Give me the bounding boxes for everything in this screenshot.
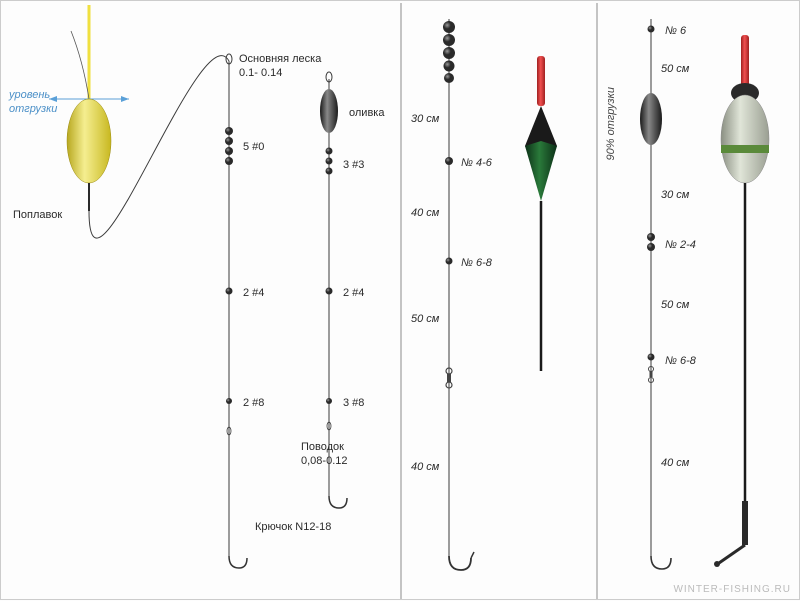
bead (443, 21, 455, 33)
bead (647, 243, 655, 251)
label-2-8: 2 #8 (243, 397, 264, 409)
mid-float (525, 56, 557, 371)
label-r-n68: № 6-8 (665, 355, 696, 367)
label-3-8: 3 #8 (343, 397, 364, 409)
bead (326, 148, 333, 155)
hook-a (229, 556, 247, 568)
level-arrow-right (121, 96, 129, 102)
bead (648, 354, 655, 361)
bead (225, 137, 233, 145)
label-osnovnaya2: 0.1- 0.14 (239, 67, 282, 79)
bead (326, 158, 333, 165)
watermark: WINTER-FISHING.RU (673, 584, 791, 595)
bead (225, 127, 233, 135)
bead (326, 288, 333, 295)
right-float (714, 35, 769, 567)
label-mid-30cm: 30 см (411, 113, 439, 125)
right-hook (651, 556, 671, 569)
label-kryuchok: Крючок N12-18 (255, 521, 331, 533)
right-olive (640, 93, 662, 145)
label-5-0: 5 #0 (243, 141, 264, 153)
bead (326, 398, 332, 404)
bead (647, 233, 655, 241)
label-mid-50cm: 50 см (411, 313, 439, 325)
olive-weight-b (320, 89, 338, 133)
bead (443, 34, 455, 46)
label-mid-40cm: 40 см (411, 207, 439, 219)
label-r-50cm-2: 50 см (661, 299, 689, 311)
bead (226, 398, 232, 404)
bead (225, 147, 233, 155)
label-otgruzki: отгрузки (9, 103, 57, 115)
label-r-n24: № 2-4 (665, 239, 696, 251)
label-mid-40cm-2: 40 см (411, 461, 439, 473)
label-olivka: оливка (349, 107, 384, 119)
bead (444, 73, 454, 83)
label-2-4-b: 2 #4 (343, 287, 364, 299)
bead (648, 26, 655, 33)
label-mid-n68: № 6-8 (461, 257, 492, 269)
label-osnovnaya: Основняя леска (239, 53, 321, 65)
label-r-40cm: 40 см (661, 457, 689, 469)
label-90-otgruzki: 90% отгрузки (605, 87, 617, 160)
bead (444, 61, 455, 72)
label-3-3: 3 #3 (343, 159, 364, 171)
label-povodok: Поводок (301, 441, 344, 453)
bead (445, 157, 453, 165)
label-2-4-a: 2 #4 (243, 287, 264, 299)
bead (225, 157, 233, 165)
label-r-n6: № 6 (665, 25, 686, 37)
bead (446, 258, 453, 265)
mid-hook (449, 556, 471, 570)
bead (443, 47, 455, 59)
bead (326, 168, 333, 175)
left-thin-line (71, 31, 89, 99)
label-uroven: уровень (9, 89, 50, 101)
label-poplavok: Поплавок (13, 209, 62, 221)
bead (226, 288, 233, 295)
label-r-50cm: 50 см (661, 63, 689, 75)
label-r-30cm: 30 см (661, 189, 689, 201)
hook-b (329, 496, 347, 508)
label-mid-n46: № 4-6 (461, 157, 492, 169)
yellow-float (67, 99, 111, 183)
label-povodok2: 0,08-0.12 (301, 455, 347, 467)
